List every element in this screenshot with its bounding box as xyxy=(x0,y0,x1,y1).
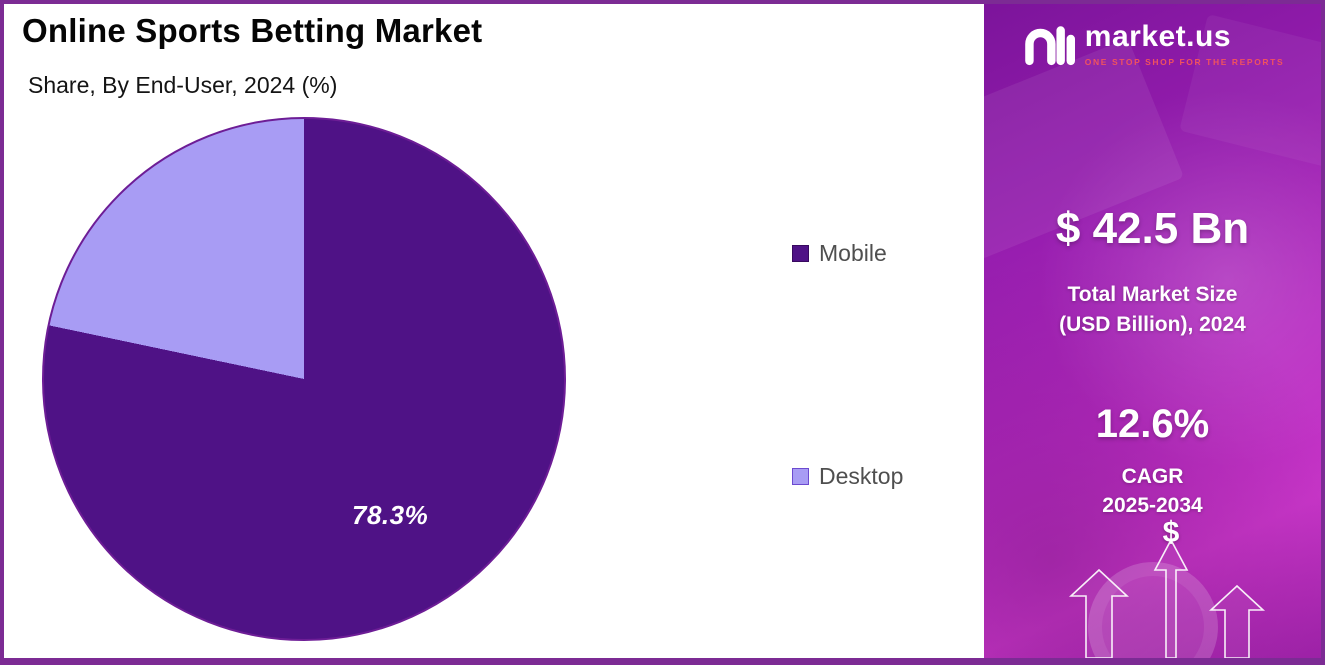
legend-swatch-desktop xyxy=(792,468,809,485)
cagr-period: 2025-2034 xyxy=(1102,494,1203,517)
growth-arrows-icon xyxy=(1068,538,1266,658)
cagr-label-text: CAGR xyxy=(1121,465,1184,488)
chart-subtitle: Share, By End-User, 2024 (%) xyxy=(28,72,338,98)
legend-item-desktop: Desktop xyxy=(792,463,903,490)
market-size-label-line2: (USD Billion), 2024 xyxy=(1059,313,1246,336)
cagr-value: 12.6% xyxy=(1095,402,1210,446)
legend-item-mobile: Mobile xyxy=(792,240,903,267)
logo-tagline: ONE STOP SHOP FOR THE REPORTS xyxy=(1084,56,1285,67)
cagr-label: CAGR 2025-2034 xyxy=(984,462,1321,520)
page-title: Online Sports Betting Market xyxy=(22,12,483,49)
pie-chart xyxy=(42,117,566,641)
chart-legend: Mobile Desktop xyxy=(792,240,903,490)
pie-data-label: 78.3% xyxy=(352,500,429,530)
marketus-logo-icon xyxy=(1025,26,1075,66)
promo-sidebar: market.us ONE STOP SHOP FOR THE REPORTS … xyxy=(984,4,1321,658)
legend-swatch-mobile xyxy=(792,245,809,262)
market-size-value: $ 42.5 Bn xyxy=(1055,204,1250,253)
cup-decor xyxy=(1088,562,1218,658)
dollar-icon: $ xyxy=(1162,516,1180,549)
logo-name: market.us xyxy=(1084,19,1232,53)
marketus-logo: market.us ONE STOP SHOP FOR THE REPORTS xyxy=(984,20,1321,68)
legend-label-mobile: Mobile xyxy=(819,240,887,266)
market-size-label: Total Market Size (USD Billion), 2024 xyxy=(984,280,1321,340)
legend-label-desktop: Desktop xyxy=(819,463,904,489)
market-size-label-line1: Total Market Size xyxy=(1067,283,1238,306)
